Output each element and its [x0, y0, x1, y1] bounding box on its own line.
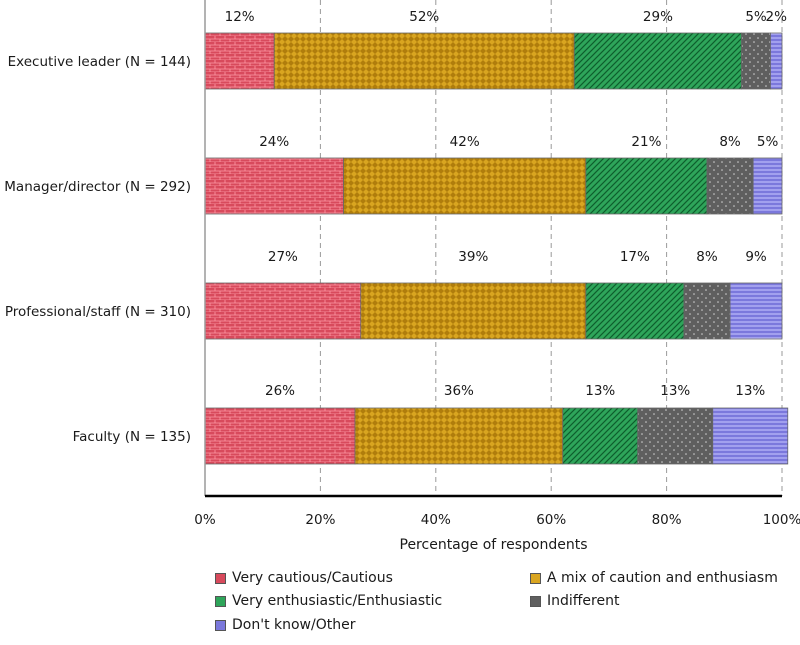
x-tick-label: 0%: [194, 512, 216, 528]
data-label: 12%: [225, 9, 255, 25]
bar-segment: [204, 282, 362, 340]
x-axis-title: Percentage of respondents: [400, 537, 588, 553]
legend-label: A mix of caution and enthusiasm: [547, 570, 778, 586]
data-label: 2%: [766, 9, 788, 25]
bar-segment: [741, 32, 771, 90]
x-tick-label: 100%: [763, 512, 800, 528]
bar-segment: [204, 407, 356, 465]
data-label: 24%: [259, 134, 289, 150]
data-label: 13%: [735, 383, 765, 399]
legend-item: Very cautious/Cautious: [215, 570, 393, 586]
legend-item: Indifferent: [530, 593, 619, 609]
category-label: Executive leader (N = 144): [8, 54, 191, 70]
bar-segment: [204, 32, 275, 90]
bar-segment: [343, 157, 587, 215]
data-label: 29%: [643, 9, 673, 25]
x-tick-label: 20%: [305, 512, 335, 528]
bar-segment: [585, 282, 685, 340]
bar-segment: [585, 157, 708, 215]
legend-swatch: [215, 595, 226, 607]
x-tick-label: 40%: [421, 512, 451, 528]
data-label: 39%: [458, 249, 488, 265]
legend-swatch: [215, 572, 226, 584]
data-label: 13%: [585, 383, 615, 399]
bar-segment: [770, 32, 783, 90]
data-label: 17%: [620, 249, 650, 265]
data-label: 21%: [631, 134, 661, 150]
data-label: 26%: [265, 383, 295, 399]
axes: 0% 20% 40% 60% 80% 100% Percentage of responde…: [194, 0, 800, 553]
bar-segment: [360, 282, 587, 340]
legend-label: Don't know/Other: [232, 617, 356, 633]
bar-segment: [683, 282, 731, 340]
data-label: 8%: [696, 249, 718, 265]
bar-segment: [637, 407, 714, 465]
bar-segment: [729, 282, 783, 340]
x-tick-label: 80%: [652, 512, 682, 528]
category-label: Faculty (N = 135): [73, 429, 191, 445]
bar-segment: [706, 157, 754, 215]
category-label: Manager/director (N = 292): [4, 179, 191, 195]
x-tick-label: 60%: [536, 512, 566, 528]
legend-item: Very enthusiastic/Enthusiastic: [215, 593, 442, 609]
bar-segment: [573, 32, 743, 90]
legend-item: A mix of caution and enthusiasm: [530, 570, 778, 586]
data-label: 8%: [719, 134, 741, 150]
labels: Executive leader (N = 144)12% 52% 29% 5%2%M…: [4, 9, 787, 445]
legend-label: Very enthusiastic/Enthusiastic: [232, 593, 443, 609]
bar-segment: [273, 32, 575, 90]
bar-segment: [712, 407, 789, 465]
data-label: 52%: [409, 9, 439, 25]
bar-segment: [562, 407, 639, 465]
data-label: 9%: [745, 249, 767, 265]
bar-segment: [354, 407, 564, 465]
bar-segment: [752, 157, 783, 215]
legend-label: Indifferent: [547, 593, 620, 609]
legend-label: Very cautious/Cautious: [232, 570, 393, 586]
bars: [204, 32, 789, 465]
data-label: 5%: [757, 134, 779, 150]
data-label: 27%: [268, 249, 298, 265]
legend-swatch: [530, 572, 541, 584]
data-label: 36%: [444, 383, 474, 399]
category-label: Professional/staff (N = 310): [5, 304, 191, 320]
data-label: 5%: [745, 9, 767, 25]
legend-item: Don't know/Other: [215, 617, 355, 633]
legend-swatch: [215, 619, 226, 631]
data-label: 42%: [450, 134, 480, 150]
bar-segment: [204, 157, 344, 215]
legend-swatch: [530, 595, 541, 607]
data-label: 13%: [660, 383, 690, 399]
